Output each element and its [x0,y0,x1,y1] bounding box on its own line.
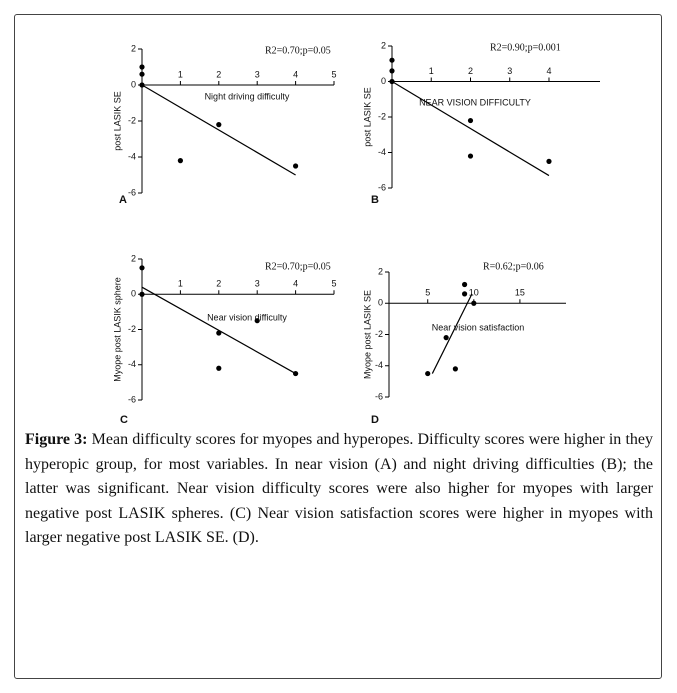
x-tick-label: 5 [425,288,430,298]
y-tick-label: -2 [375,329,383,339]
x-tick-label: 1 [178,279,183,289]
point [254,318,260,324]
x-tick-label: 5 [331,279,336,289]
point [452,366,458,372]
y-axis-label: Myope post LASIK sphere [112,277,122,382]
y-tick-label: -2 [128,324,136,334]
point [389,57,395,63]
y-tick-label: -2 [128,115,136,125]
annotation: R2=0.90;p=0.001 [490,42,561,53]
point [467,117,474,124]
y-tick-label: -4 [128,151,136,161]
x-axis-label: Near vision difficulty [207,312,287,322]
annotation: R=0.62;p=0.06 [483,261,544,272]
y-tick-label: -2 [378,111,386,121]
point [216,330,222,336]
panel-label: A [119,194,127,206]
x-tick-label: 3 [255,279,260,289]
point [443,335,449,341]
x-tick-label: 5 [331,69,336,79]
point [471,300,477,306]
caption-label: Figure 3: [25,431,88,448]
fit-line [141,286,296,375]
y-tick-label: -4 [128,359,136,369]
panel-label: C [120,414,128,425]
x-tick-label: 3 [507,66,512,76]
x-tick-label: 1 [429,66,434,76]
point [216,122,222,128]
point [293,163,299,169]
point [139,64,145,70]
caption: Figure 3: Mean difficulty scores for myo… [25,428,653,551]
y-tick-label: -4 [378,147,386,157]
x-tick-label: 4 [293,279,298,289]
point [139,291,145,297]
y-tick-label: 2 [381,40,386,50]
x-tick-label: 1 [178,69,183,79]
x-tick-label: 3 [255,69,260,79]
x-tick-label: 15 [515,288,525,298]
y-axis-label: post LASIK SE [112,91,122,151]
point [216,365,222,371]
x-axis-label: Near vision satisfaction [432,322,525,332]
y-tick-label: -6 [375,391,383,401]
y-tick-label: 2 [131,253,136,263]
y-tick-label: 0 [378,298,383,308]
x-axis-label: NEAR VISION DIFFICULTY [419,97,531,107]
y-tick-label: -6 [378,182,386,192]
point [389,68,395,74]
caption-text: Mean difficulty scores for myopes and hy… [25,431,653,546]
x-tick-label: 4 [546,66,551,76]
x-tick-label: 10 [469,288,479,298]
point [177,158,183,164]
y-axis-label: post LASIK SE [362,87,372,147]
x-tick-label: 2 [216,279,221,289]
fit-line [431,293,473,374]
y-tick-label: -6 [128,187,136,197]
x-axis-label: Night driving difficulty [205,91,290,101]
y-tick-label: 0 [131,289,136,299]
fit-line [141,84,296,176]
annotation: R2=0.70;p=0.05 [265,261,331,272]
point [425,370,431,377]
point [139,82,145,88]
point [389,78,395,85]
panel-label: D [371,414,379,425]
y-tick-label: -4 [375,360,383,370]
point [461,281,468,288]
point [546,158,552,164]
y-axis-label: Myope post LASIK SE [362,290,372,379]
panel-label: B [371,194,379,206]
y-tick-label: 2 [131,43,136,53]
y-tick-label: 0 [131,79,136,89]
x-tick-label: 2 [468,66,473,76]
point [139,265,145,271]
point [467,153,474,159]
point [293,370,299,377]
y-tick-label: -6 [128,394,136,404]
figure-frame [14,14,662,679]
y-tick-label: 2 [378,266,383,276]
fit-line [391,80,550,177]
point [461,291,468,297]
x-tick-label: 2 [216,69,221,79]
annotation: R2=0.70;p=0.05 [265,45,331,56]
x-tick-label: 4 [293,69,298,79]
point [139,71,145,77]
y-tick-label: 0 [381,76,386,86]
